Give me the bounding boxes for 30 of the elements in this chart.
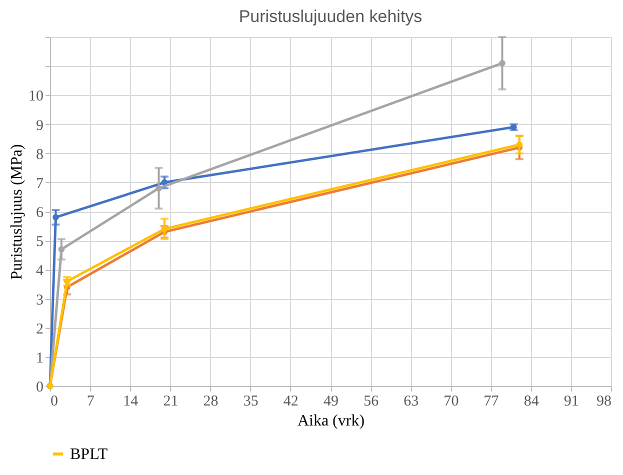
y-tick-label: 7 [36,176,44,192]
y-tick-label: 5 [36,234,44,250]
x-tick-label: 0 [50,394,58,410]
x-axis-title: Aika (vrk) [297,412,365,430]
y-tick-label: 8 [36,146,44,163]
legend-label: BPLT [70,446,108,463]
y-tick-label: 3 [36,292,44,308]
x-tick-label: 42 [283,394,298,410]
x-tick-label: 28 [203,394,218,410]
y-axis-title: Puristuslujuus (MPa) [8,144,26,280]
y-tick-label: 4 [36,263,44,280]
y-tick-label: 1 [36,350,44,366]
x-tick-label: 35 [243,394,258,410]
x-tick-label: 63 [404,394,419,410]
x-tick-label: 84 [524,394,540,410]
x-tick-label: 98 [596,394,612,410]
x-tick-label: 77 [484,394,500,410]
x-tick-label: 14 [123,394,139,410]
y-tick-label: 10 [28,88,44,105]
y-tick-label: 9 [36,118,44,134]
chart-title: Puristuslujuuden kehitys [238,7,422,26]
x-tick-label: 91 [564,394,579,410]
x-tick-label: 70 [444,394,459,410]
y-tick-label: 0 [36,380,44,396]
x-tick-label: 56 [364,394,380,410]
x-tick-label: 49 [324,394,338,410]
x-tick-label: 7 [86,394,95,410]
y-tick-label: 2 [36,321,44,338]
x-tick-label: 21 [163,394,178,410]
y-tick-label: 6 [36,205,44,221]
